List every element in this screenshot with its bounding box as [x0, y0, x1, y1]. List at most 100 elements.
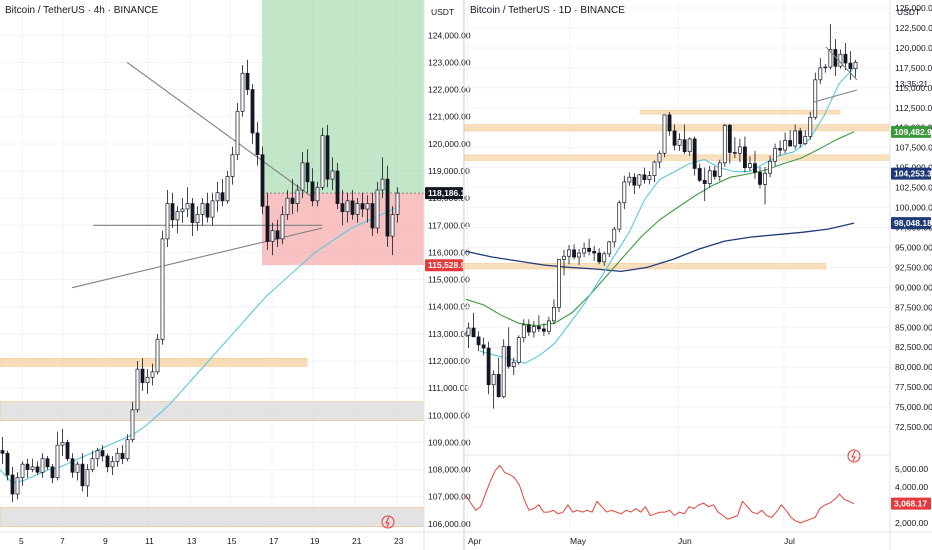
price-badge-bg: [891, 167, 931, 180]
candle: [350, 200, 355, 215]
right-price-axis[interactable]: [890, 0, 932, 550]
left-ema-line: [0, 205, 401, 484]
y-tick-label: 102,500.00: [895, 183, 932, 193]
left-symbol-title: Bitcoin / TetherUS · 4h · BINANCE: [5, 5, 159, 16]
candle: [828, 49, 833, 68]
candle: [622, 181, 627, 204]
candle: [320, 135, 325, 188]
candle: [652, 161, 657, 176]
candle: [255, 132, 260, 156]
candle: [541, 328, 546, 332]
left-price-axis[interactable]: [424, 0, 464, 550]
candle: [110, 461, 115, 468]
candle: [175, 211, 180, 221]
y-tick-label: 95,000.00: [895, 242, 932, 252]
candle: [617, 202, 622, 230]
left-zones: [0, 0, 425, 527]
lightning-icon[interactable]: [381, 515, 395, 529]
candle: [180, 208, 185, 213]
resistance-band: [0, 357, 308, 367]
candle: [657, 152, 662, 163]
candle: [552, 306, 556, 322]
candle: [35, 466, 40, 473]
x-tick-label: 23: [394, 536, 404, 546]
candle: [748, 163, 752, 168]
candle: [788, 140, 793, 147]
x-tick-label: May: [570, 536, 587, 546]
candle: [290, 197, 295, 204]
sma-slow-line: [465, 222, 855, 273]
candle: [245, 72, 250, 90]
candle: [491, 374, 496, 386]
y-tick-label: 75,000.00: [895, 402, 932, 412]
candle: [165, 203, 170, 240]
right-candles: [466, 23, 858, 409]
candle: [75, 463, 80, 473]
y-tick-label: 87,500.00: [895, 302, 932, 312]
candle: [516, 337, 521, 363]
y-tick-label: 121,000.00: [428, 112, 471, 122]
candle: [225, 176, 230, 202]
oscillator-tick-label: 5,000.00: [895, 464, 928, 474]
candle: [45, 458, 50, 468]
candle: [380, 178, 385, 191]
right-oscillator-tick-labels: 5,000.004,000.003,000.002,000.003,068.17: [891, 464, 931, 528]
price-badge-bg: [425, 187, 463, 200]
y-tick-label: 92,500.00: [895, 262, 932, 272]
candle: [717, 162, 722, 177]
y-tick-label: 120,000.00: [895, 43, 932, 53]
price-band: [463, 263, 827, 270]
candle: [572, 249, 576, 258]
candle: [10, 474, 15, 495]
candle: [275, 230, 280, 240]
candle: [315, 186, 320, 202]
candle: [265, 205, 270, 242]
candle: [471, 327, 476, 338]
candle: [808, 116, 813, 137]
candle: [838, 53, 843, 67]
y-tick-label: 80,000.00: [895, 362, 932, 372]
y-tick-label: 100,000.00: [895, 203, 932, 213]
trendline: [126, 61, 315, 199]
candle: [105, 455, 110, 468]
candle: [120, 452, 125, 460]
countdown-label: 13:35:21: [895, 79, 928, 89]
candle: [50, 466, 55, 479]
left-unit-label: USDT: [431, 7, 454, 17]
candle: [722, 124, 727, 164]
right-pane: Bitcoin / TetherUS · 1D · BINANCE USDT 7…: [463, 0, 932, 550]
candle: [370, 203, 375, 229]
left-pane: Bitcoin / TetherUS · 4h · BINANCE USDT 1…: [0, 0, 471, 550]
candle: [627, 176, 632, 183]
candle: [778, 148, 783, 151]
ema-line: [0, 205, 401, 484]
y-tick-label: 106,000.00: [428, 519, 471, 529]
candle: [70, 458, 75, 473]
candle: [697, 168, 702, 181]
candle: [40, 458, 45, 473]
candle: [170, 203, 175, 221]
right-triangle-pattern: [813, 46, 858, 103]
candle: [280, 214, 285, 240]
candle: [200, 203, 205, 215]
candle: [632, 176, 637, 186]
candle: [607, 241, 612, 255]
oscillator-tick-label: 2,000.00: [895, 518, 928, 528]
candle: [783, 140, 788, 151]
x-tick-label: 11: [145, 536, 154, 546]
candle: [682, 139, 687, 153]
candle: [672, 130, 677, 146]
lightning-icon[interactable]: [847, 449, 861, 463]
candle: [270, 230, 275, 242]
candle: [20, 463, 25, 479]
y-tick-label: 117,500.00: [895, 63, 932, 73]
candle: [30, 466, 35, 470]
x-tick-label: Apr: [468, 536, 481, 546]
price-badge: 118,186.19: [428, 188, 470, 198]
x-tick-label: 21: [352, 536, 362, 546]
oscillator-last-badge: 3,068.17: [894, 499, 927, 509]
candle: [642, 174, 647, 180]
candle: [140, 368, 145, 384]
x-tick-label: Jun: [678, 536, 692, 546]
